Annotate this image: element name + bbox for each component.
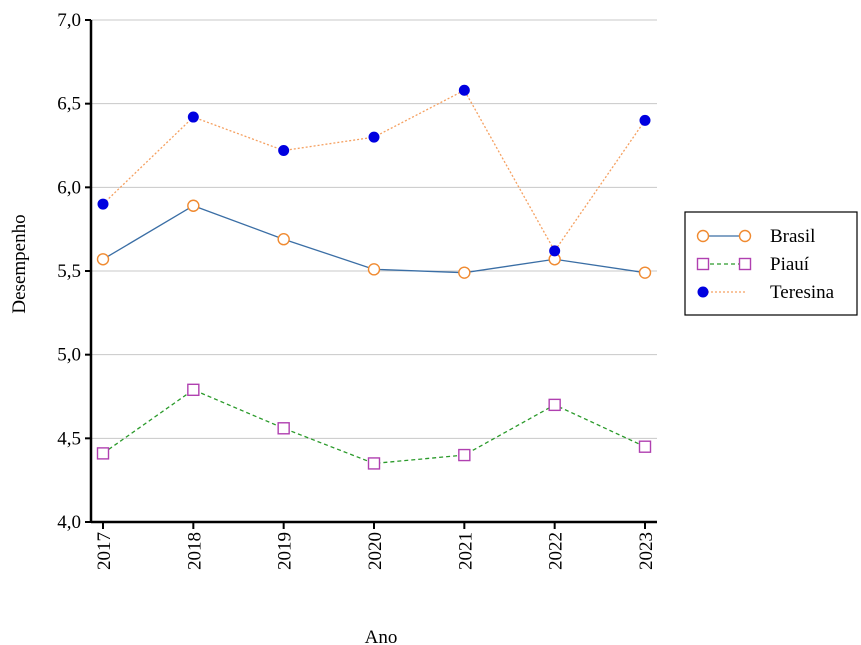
series-teresina [97,84,651,257]
data-point [639,114,651,126]
y-tick-label: 6,5 [57,94,81,115]
y-tick-label: 6,0 [57,177,81,198]
x-tick-label: 2023 [636,532,657,570]
data-point [458,266,471,279]
x-axis-title: Ano [365,627,398,645]
legend-marker [697,286,709,298]
legend-marker [696,257,710,271]
y-axis-title: Desempenho [9,214,30,313]
data-point [549,245,561,257]
series-line [102,389,646,465]
data-point [458,84,470,96]
y-tick-label: 5,0 [57,345,81,366]
data-point [277,422,290,435]
series-line [102,205,646,274]
data-point [278,145,290,157]
y-tick-label: 5,5 [57,261,81,282]
series-brasil [96,199,652,279]
data-point [96,253,110,266]
series-piaui [96,383,652,470]
x-tick-label: 2020 [365,532,386,570]
data-point [96,447,110,460]
x-axis-ticks: 2017 2018 2019 2020 2021 2022 2023 [94,522,657,570]
y-tick-label: 4,0 [57,512,81,533]
grid-lines [91,19,657,439]
x-tick-label: 2021 [455,532,476,570]
data-point [187,383,200,397]
data-point [638,266,652,279]
legend-marker [738,257,752,271]
series-group [96,84,652,470]
x-tick-label: 2017 [94,532,115,570]
data-point [97,198,109,210]
legend-label: Brasil [770,226,815,247]
legend-marker [738,229,752,243]
data-point [367,263,381,276]
legend-label: Piauí [770,254,810,275]
data-point [277,233,290,246]
y-tick-label: 4,5 [57,428,81,449]
data-point [548,398,561,412]
y-axis-ticks: 4,0 4,5 5,0 5,5 6,0 6,5 7,0 [57,10,91,533]
x-tick-label: 2019 [275,532,296,570]
legend-label: Teresina [770,282,835,303]
x-tick-label: 2018 [184,532,205,570]
x-tick-label: 2022 [546,532,567,570]
data-point [458,448,471,462]
legend: Brasil Piauí Teresina [684,211,858,316]
y-tick-label: 7,0 [57,10,81,31]
data-point [368,131,380,143]
data-point [638,440,652,453]
data-point [187,111,199,123]
data-point [187,199,200,212]
data-point [367,457,381,470]
legend-marker [696,229,710,243]
series-line [102,89,646,253]
